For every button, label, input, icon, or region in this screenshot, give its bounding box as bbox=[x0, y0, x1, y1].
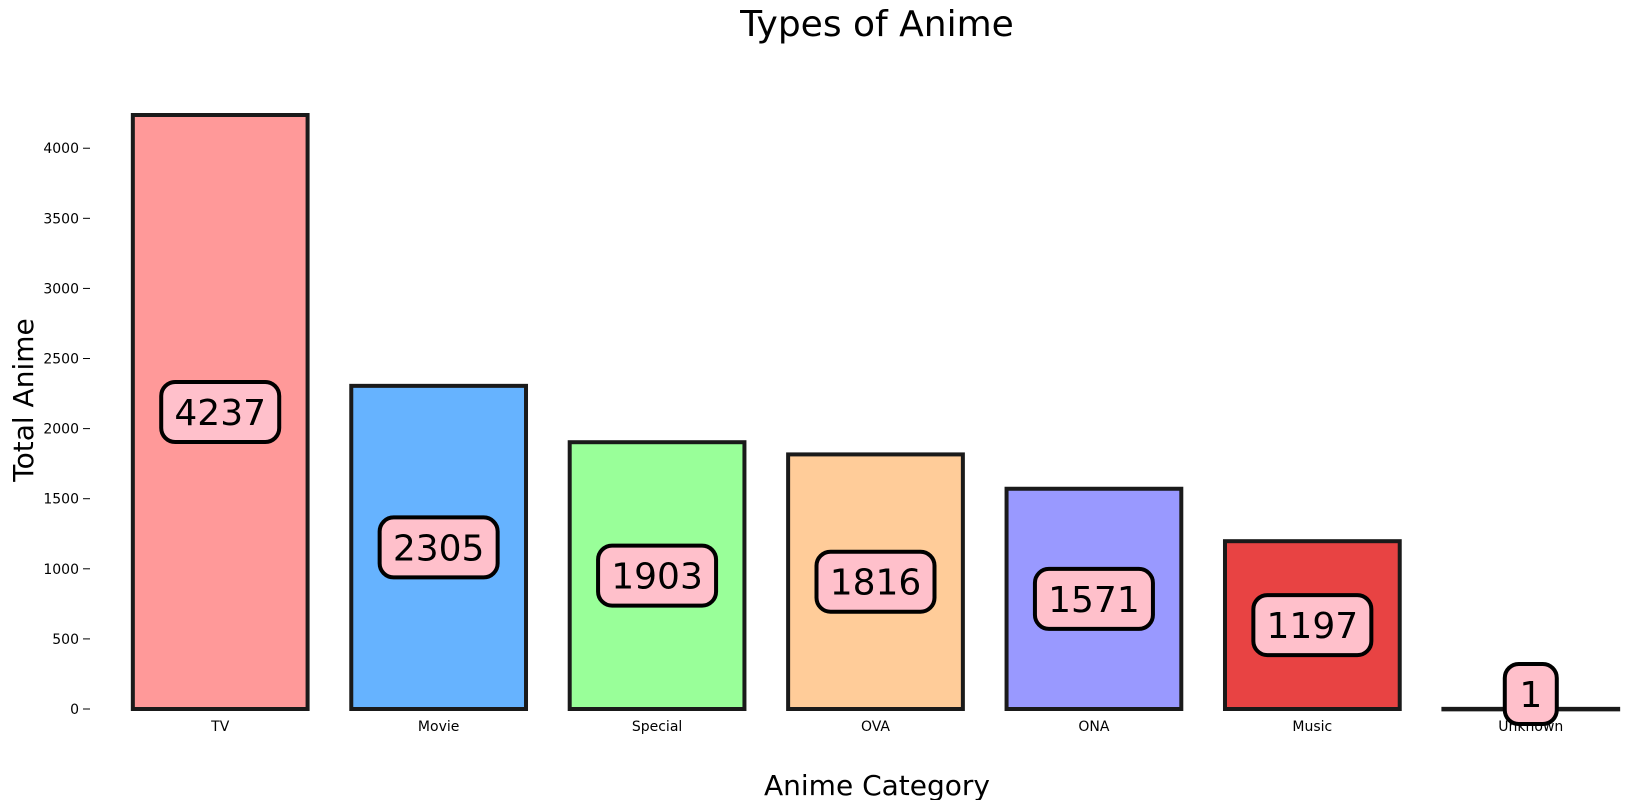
y-tick-label: 1500 bbox=[43, 492, 79, 508]
x-axis-labels: TV Movie Special OVA ONA Music Unknown bbox=[210, 719, 1563, 735]
data-labels: 4237 2305 1903 1816 1571 1197 1 bbox=[159, 380, 1559, 726]
data-label-box bbox=[377, 515, 500, 580]
y-axis-title: Total Anime bbox=[7, 318, 40, 482]
y-tick-label: 500 bbox=[52, 632, 79, 648]
data-label: 2305 bbox=[393, 528, 485, 569]
data-label-box bbox=[814, 549, 937, 614]
x-tick-label: Movie bbox=[418, 719, 459, 735]
data-label: 1571 bbox=[1048, 580, 1140, 621]
bars bbox=[130, 113, 1621, 712]
data-label-box bbox=[1032, 566, 1155, 631]
y-tick-label: 1000 bbox=[43, 562, 79, 578]
data-label-box bbox=[1502, 662, 1559, 726]
chart-title: Types of Anime bbox=[739, 4, 1014, 45]
data-label-box bbox=[159, 380, 282, 444]
data-label: 1816 bbox=[830, 563, 922, 604]
y-tick-label: 0 bbox=[70, 702, 79, 718]
y-tick-label: 2000 bbox=[43, 422, 79, 438]
y-tick-label: 3000 bbox=[43, 281, 79, 297]
x-axis-title: Anime Category bbox=[764, 769, 990, 800]
data-label: 1197 bbox=[1267, 606, 1359, 647]
y-tick-label: 3500 bbox=[43, 211, 79, 227]
y-axis: 0 500 1000 1500 2000 2500 3000 3500 4000 bbox=[43, 141, 90, 718]
y-tick-label: 2500 bbox=[43, 352, 79, 368]
data-label-box bbox=[1251, 593, 1374, 658]
data-label: 1 bbox=[1519, 675, 1542, 716]
x-tick-label: Music bbox=[1292, 719, 1332, 735]
data-label-box bbox=[596, 543, 719, 608]
data-label: 1903 bbox=[611, 557, 703, 598]
x-tick-label: Special bbox=[632, 719, 682, 735]
x-tick-label: ONA bbox=[1078, 719, 1109, 735]
x-tick-label: TV bbox=[210, 719, 230, 735]
y-tick-label: 4000 bbox=[43, 141, 79, 157]
data-label: 4237 bbox=[174, 393, 266, 434]
x-tick-label: OVA bbox=[861, 719, 890, 735]
